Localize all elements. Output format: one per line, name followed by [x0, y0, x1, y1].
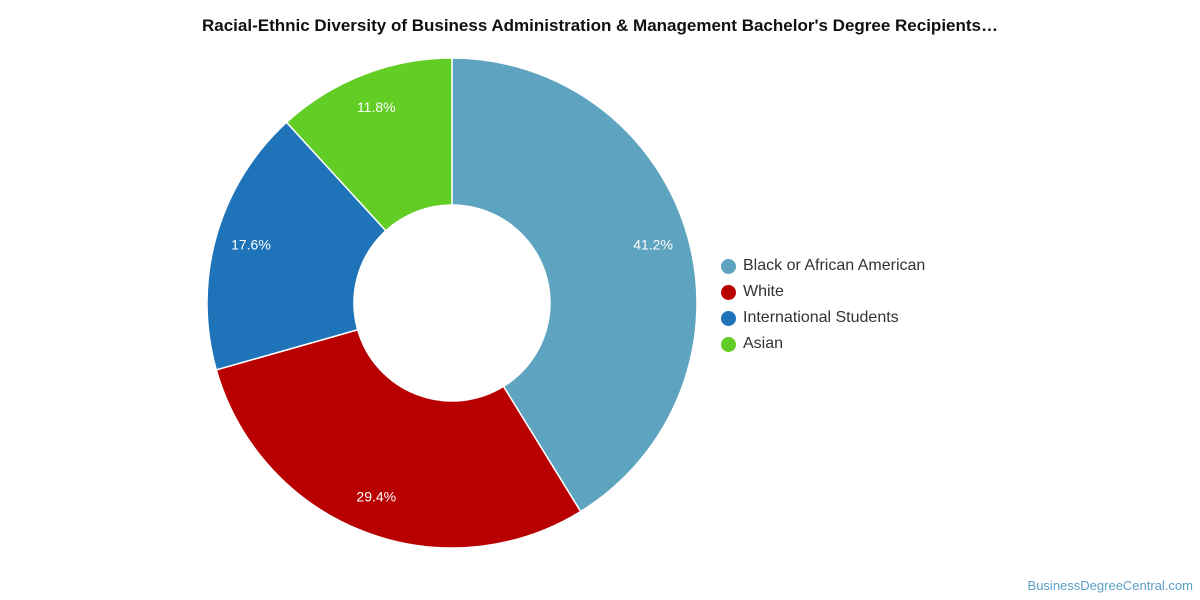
legend-label: International Students [743, 309, 899, 326]
legend-item-asian[interactable]: Asian [721, 331, 925, 357]
legend-label: Asian [743, 335, 784, 352]
chart-legend: Black or African American White Internat… [721, 253, 925, 357]
site-watermark[interactable]: BusinessDegreeCentral.com [1027, 578, 1193, 593]
legend-item-white[interactable]: White [721, 279, 925, 305]
legend-swatch [721, 258, 736, 274]
slice-value-label: 29.4% [356, 489, 396, 505]
legend-swatch [721, 284, 736, 300]
legend-item-international-students[interactable]: International Students [721, 305, 925, 331]
legend-item-black-or-african-american[interactable]: Black or African American [721, 253, 925, 279]
donut-slice-black-or-african-american[interactable] [451, 57, 698, 513]
chart-title: Racial-Ethnic Diversity of Business Admi… [201, 16, 998, 35]
legend-label: Black or African American [743, 257, 926, 274]
donut-slice-asian[interactable] [285, 57, 453, 232]
legend-swatch [721, 310, 736, 326]
slice-value-label: 11.8% [357, 99, 396, 115]
slice-value-label: 41.2% [633, 237, 673, 253]
legend-swatch [721, 336, 736, 352]
donut-slice-international-students[interactable] [206, 121, 387, 371]
slice-value-label: 17.6% [231, 237, 271, 253]
legend-label: White [743, 283, 784, 300]
donut-slice-white[interactable] [215, 328, 582, 549]
